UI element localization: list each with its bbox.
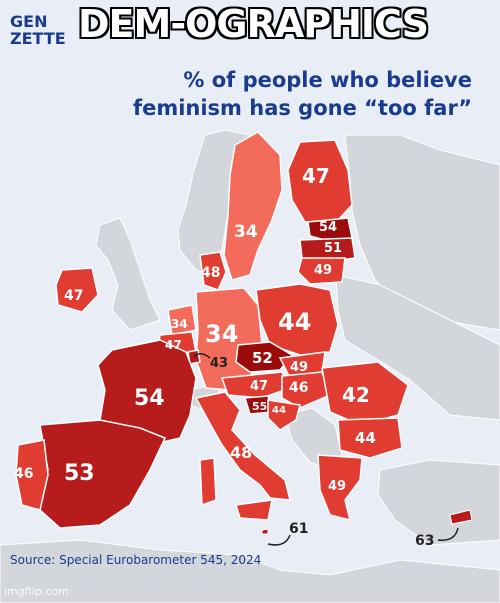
label-poland: 44 bbox=[278, 308, 311, 336]
label-slovenia: 55 bbox=[252, 400, 267, 413]
label-estonia: 54 bbox=[319, 220, 337, 235]
turkey-land bbox=[377, 459, 500, 546]
belarus-ukraine-land bbox=[335, 274, 500, 421]
luxembourg-arrow bbox=[193, 353, 211, 359]
label-malta: 61 bbox=[289, 521, 308, 537]
label-austria: 47 bbox=[250, 379, 268, 394]
cyprus bbox=[449, 509, 473, 525]
austria bbox=[220, 371, 292, 399]
malta bbox=[261, 528, 269, 535]
label-belgium: 47 bbox=[165, 338, 182, 352]
label-bulgaria: 44 bbox=[355, 429, 376, 447]
italy bbox=[194, 391, 291, 501]
logo-line1: GEN bbox=[10, 12, 48, 31]
map-subtitle: % of people who believe feminism has gon… bbox=[52, 66, 472, 122]
bulgaria bbox=[337, 417, 403, 459]
label-czechia: 52 bbox=[252, 349, 273, 367]
label-hungary: 46 bbox=[289, 380, 308, 396]
label-greece: 49 bbox=[328, 479, 346, 494]
label-finland: 47 bbox=[302, 164, 330, 188]
portugal bbox=[15, 439, 49, 511]
malta-arrow bbox=[267, 534, 291, 546]
africa-land bbox=[0, 539, 500, 603]
czechia bbox=[235, 341, 294, 373]
ireland bbox=[55, 267, 99, 313]
sweden bbox=[223, 131, 283, 281]
subtitle-line2: feminism has gone “too far” bbox=[132, 96, 472, 120]
label-netherlands: 34 bbox=[171, 317, 188, 331]
meme-caption: DEM-OGRAPHICS bbox=[78, 2, 429, 46]
label-croatia: 44 bbox=[272, 405, 286, 416]
gen-zette-logo: GEN ZETTE bbox=[6, 8, 74, 52]
cyprus-arrow bbox=[437, 527, 459, 541]
imgflip-watermark: imgflip.com bbox=[4, 585, 69, 598]
label-germany: 34 bbox=[205, 320, 238, 348]
poland bbox=[255, 283, 339, 356]
label-latvia: 51 bbox=[324, 241, 342, 256]
label-sweden: 34 bbox=[234, 222, 258, 242]
label-luxembourg: 43 bbox=[210, 356, 228, 371]
logo-line2: ZETTE bbox=[10, 29, 66, 48]
lithuania bbox=[297, 257, 346, 285]
label-denmark: 48 bbox=[201, 265, 220, 281]
france bbox=[97, 339, 197, 446]
sardinia bbox=[199, 457, 217, 507]
label-slovakia: 49 bbox=[290, 360, 308, 375]
label-lithuania: 49 bbox=[314, 263, 332, 278]
label-france: 54 bbox=[134, 386, 165, 411]
label-portugal: 46 bbox=[14, 466, 33, 482]
label-spain: 53 bbox=[64, 461, 95, 486]
croatia bbox=[267, 399, 301, 431]
label-romania: 42 bbox=[342, 383, 370, 407]
hungary bbox=[281, 371, 331, 409]
label-cyprus: 63 bbox=[415, 533, 434, 549]
uk-land bbox=[95, 217, 161, 331]
label-ireland: 47 bbox=[64, 288, 83, 304]
subtitle-line1: % of people who believe bbox=[183, 68, 472, 92]
netherlands bbox=[167, 304, 197, 336]
sicily bbox=[235, 499, 273, 521]
denmark bbox=[199, 251, 227, 291]
source-note: Source: Special Eurobarometer 545, 2024 bbox=[10, 553, 262, 567]
label-italy: 48 bbox=[230, 443, 252, 462]
greece bbox=[317, 454, 363, 522]
